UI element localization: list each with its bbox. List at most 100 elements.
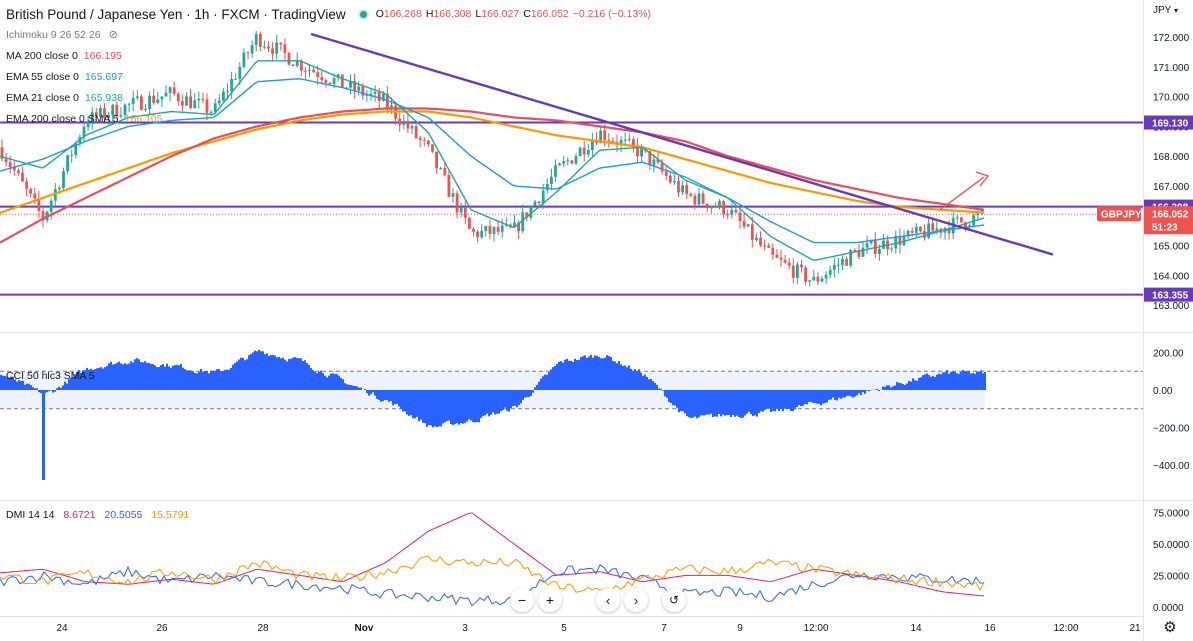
cci-histogram-bar <box>112 364 114 390</box>
cci-histogram-bar <box>904 384 906 390</box>
symbol-badge-text: GBPJPY <box>1101 209 1142 220</box>
cci-histogram-bar <box>664 390 666 397</box>
cci-histogram-bar <box>792 390 794 411</box>
cci-histogram-bar <box>474 390 476 423</box>
descending-trendline[interactable] <box>310 32 1054 256</box>
indicator-row-ema55[interactable]: EMA 55 close 0 165.697 <box>6 66 706 87</box>
ohlc-low-label: L <box>475 8 482 20</box>
cci-histogram-bar <box>978 371 980 390</box>
cci-histogram-bar <box>70 377 72 390</box>
cci-histogram-bar <box>862 390 864 393</box>
level-price-box-support[interactable] <box>1144 287 1193 302</box>
candle-body <box>800 264 803 268</box>
dmi-legend[interactable]: DMI 14 14 8.6721 20.5055 15.5791 <box>6 509 189 521</box>
candle-body <box>406 120 410 129</box>
candle-body <box>246 52 250 54</box>
cci-histogram-bar <box>770 390 772 413</box>
cci-histogram-bar <box>796 390 798 408</box>
cci-histogram-bar <box>426 390 428 427</box>
bullish-arrow-line[interactable] <box>939 176 985 211</box>
zoom-out-button[interactable]: − <box>510 588 534 612</box>
symbol-row: British Pound / Japanese Yen · 1h · FXCM… <box>6 4 706 24</box>
chart-settings-button[interactable]: ⚙ <box>1160 618 1180 638</box>
candle-body <box>373 91 377 94</box>
cci-legend[interactable]: CCI 50 hlc3 SMA 5 87.95 <box>6 370 130 382</box>
cci-histogram-bar <box>366 390 368 394</box>
candle-body <box>8 162 12 168</box>
candle-body <box>558 163 561 166</box>
candle-body <box>172 87 176 94</box>
plus-di-line <box>0 564 985 607</box>
candle-body <box>714 206 717 208</box>
cci-histogram-bar <box>554 366 556 390</box>
cci-histogram-bar <box>492 390 494 413</box>
cci-histogram-bar <box>288 358 290 390</box>
level-price-box-upper[interactable] <box>1144 115 1193 130</box>
cci-histogram-bar <box>660 388 662 390</box>
candle-body <box>357 86 361 91</box>
cci-histogram-bar <box>688 390 690 418</box>
candle-body <box>349 81 352 88</box>
cci-histogram-bar <box>844 390 846 398</box>
cci-histogram-bar <box>262 351 264 390</box>
candle-body <box>861 247 865 257</box>
candle-body <box>697 193 701 205</box>
cci-histogram-bar <box>838 390 840 398</box>
cci-histogram-bar <box>590 354 592 390</box>
zoom-in-button[interactable]: + <box>538 588 562 612</box>
candle-body <box>377 91 381 101</box>
cci-histogram-bar <box>670 390 672 403</box>
cci-histogram-bar <box>806 390 808 405</box>
last-price-box[interactable] <box>1144 206 1193 235</box>
indicator-row-ichimoku[interactable]: Ichimoku 9 26 52 26 ⊘ <box>6 24 706 45</box>
scroll-right-button[interactable]: › <box>624 588 648 612</box>
cci-histogram-bar <box>928 375 930 390</box>
cci-histogram-bar <box>130 361 132 390</box>
indicator-row-ma200[interactable]: MA 200 close 0 166.195 <box>6 45 706 66</box>
candle-body <box>763 245 766 247</box>
cci-histogram-bar <box>850 390 852 397</box>
indicator-row-ema21[interactable]: EMA 21 close 0 165.938 <box>6 87 706 108</box>
cci-histogram-bar <box>568 360 570 390</box>
cci-histogram-bar <box>128 363 130 390</box>
symbol-badge[interactable] <box>1097 206 1141 222</box>
cci-histogram-bar <box>602 358 604 390</box>
candle-body <box>234 78 238 80</box>
candle-body <box>369 93 373 95</box>
candle-body <box>545 184 549 191</box>
cci-histogram-bar <box>32 387 34 390</box>
candle-body <box>689 193 693 196</box>
candle-body <box>648 151 652 166</box>
reset-chart-button[interactable]: ↺ <box>662 588 686 612</box>
candle-body <box>755 237 758 240</box>
cci-histogram-bar <box>192 371 194 390</box>
cci-histogram-bar <box>116 362 118 390</box>
cci-histogram-bar <box>396 390 398 404</box>
cci-histogram-bar <box>968 370 970 390</box>
cci-histogram-bar <box>142 362 144 390</box>
candle-body <box>12 167 16 171</box>
cci-histogram-bar <box>982 373 984 390</box>
candle-body <box>209 111 213 113</box>
cci-histogram-bar <box>274 355 276 390</box>
cci-histogram-bar <box>588 356 590 390</box>
candle-body <box>619 139 623 145</box>
candle-body <box>299 60 303 71</box>
dmi-axis-tick: 25.0000 <box>1153 571 1190 582</box>
cci-histogram-bar <box>654 382 656 390</box>
cci-histogram-bar <box>556 363 558 390</box>
cci-histogram-bar <box>548 372 550 390</box>
cci-histogram-bar <box>814 390 816 403</box>
indicator-row-ema200-sma[interactable]: EMA 200 close 0 SMA 5 166.105 <box>6 108 706 129</box>
candle-body <box>759 237 762 246</box>
cci-histogram-bar <box>642 375 644 390</box>
cci-histogram-bar <box>524 390 526 398</box>
cci-histogram-bar <box>236 361 238 390</box>
cci-histogram-bar <box>558 361 560 390</box>
currency-label[interactable]: JPY ▾ <box>1153 5 1178 16</box>
eye-off-icon[interactable]: ⊘ <box>108 29 118 41</box>
symbol-title[interactable]: British Pound / Japanese Yen · 1h · FXCM… <box>6 6 346 22</box>
scroll-left-button[interactable]: ‹ <box>596 588 620 612</box>
candle-body <box>927 223 930 238</box>
